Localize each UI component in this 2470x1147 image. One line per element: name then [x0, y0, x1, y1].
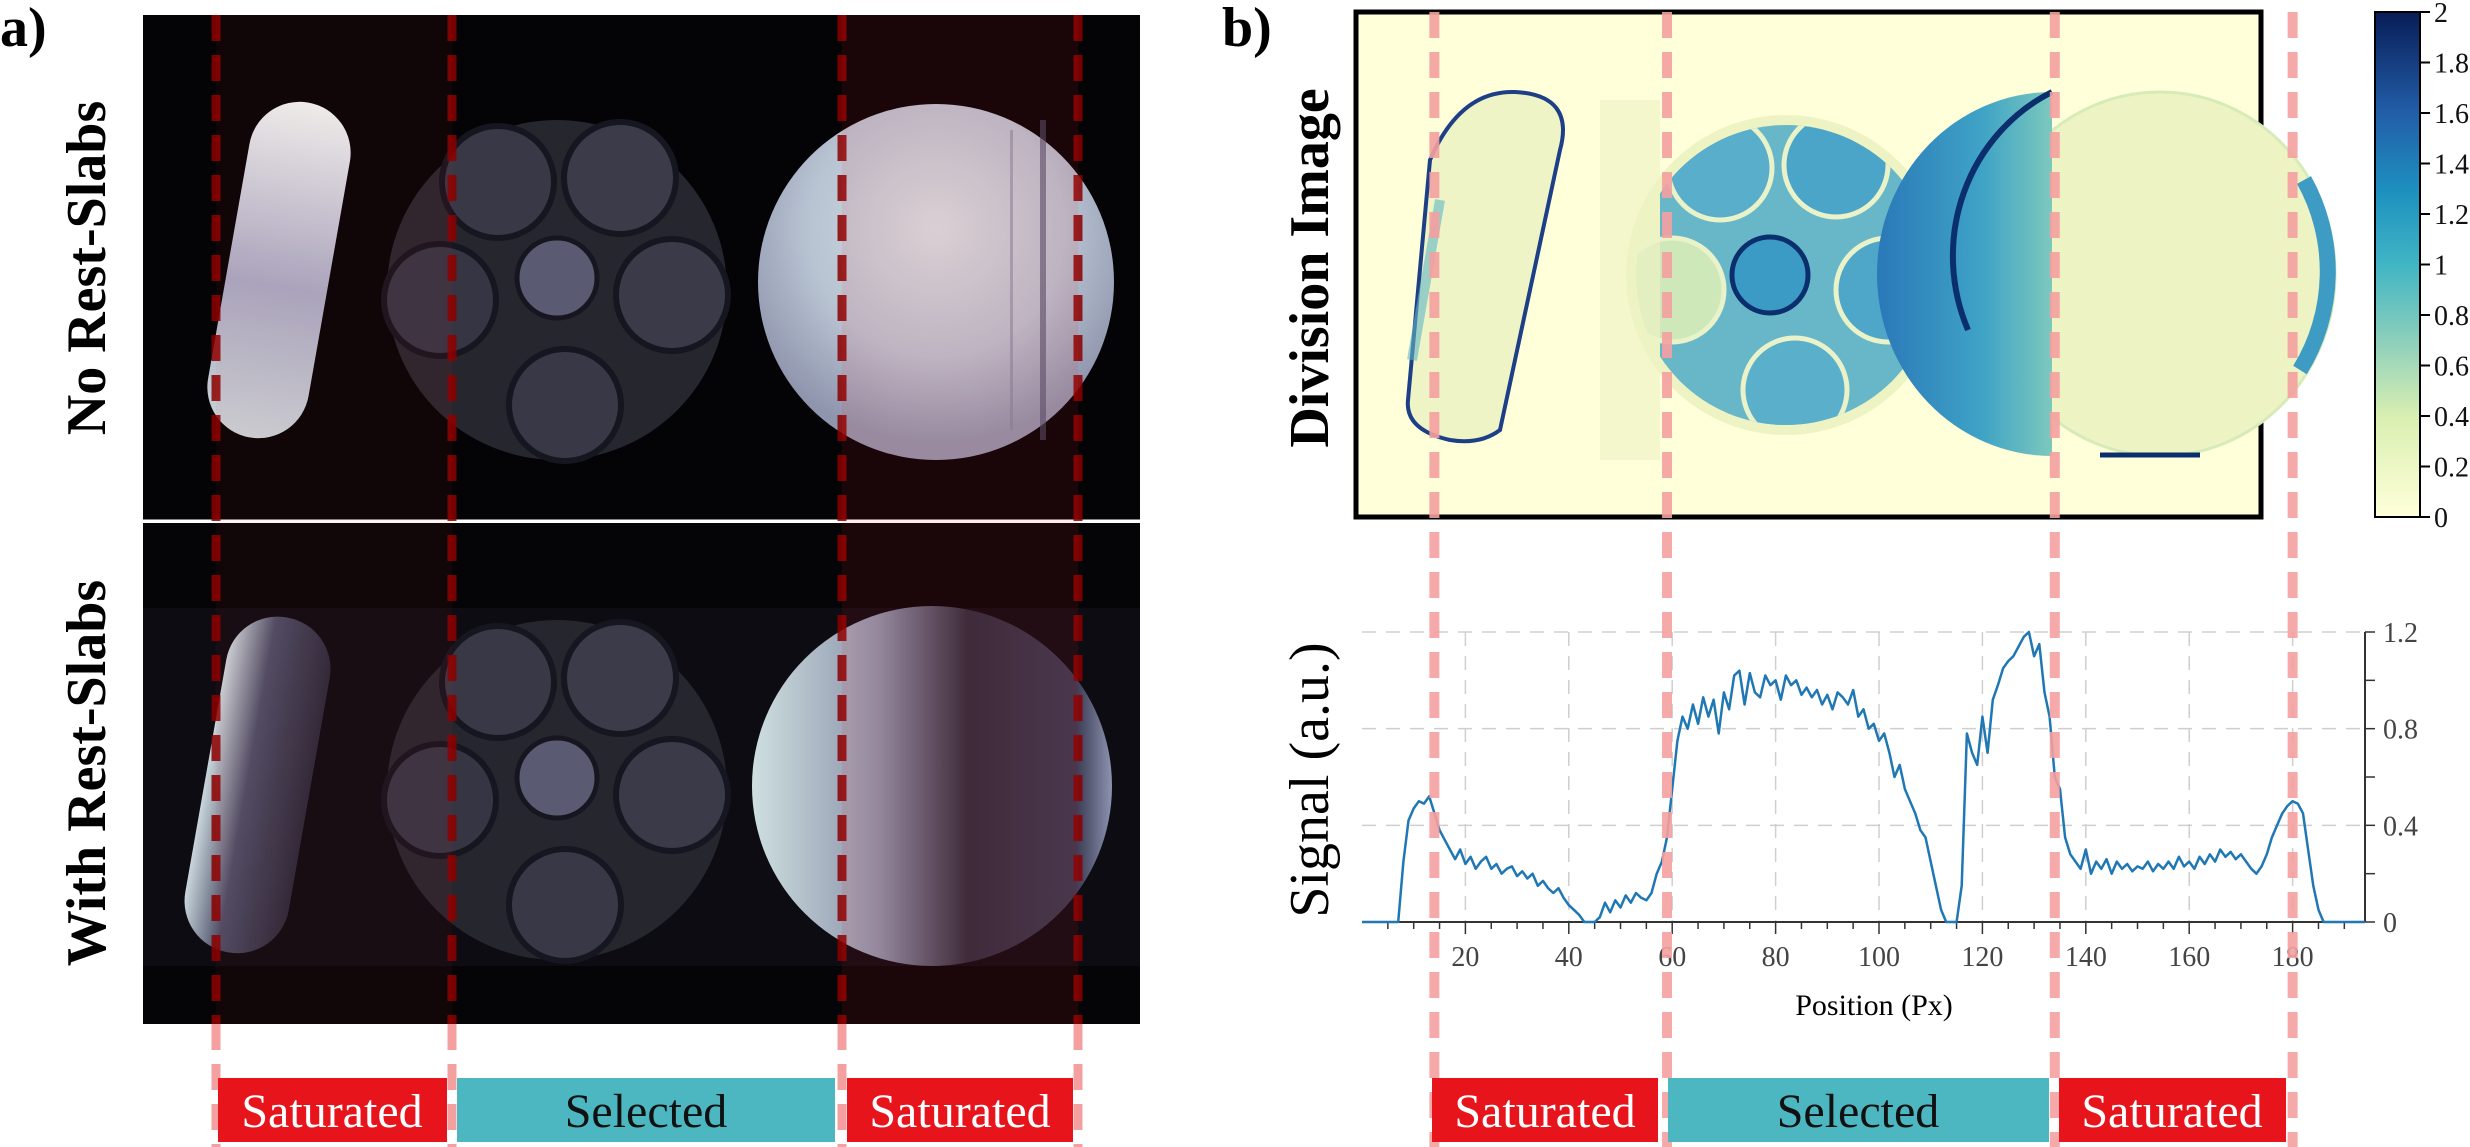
- cbar-tick-label-1: 0.2: [2434, 453, 2469, 484]
- panel-a-top-title: No Rest-Slabs: [56, 101, 118, 435]
- chart-grid: [1362, 631, 2365, 923]
- band-a-saturated-left-label: Saturated: [241, 1085, 422, 1138]
- mri-multi-vial-phantom: [381, 119, 731, 464]
- panel-a-label: a): [0, 0, 47, 59]
- x-tick-label-1: 40: [1555, 942, 1583, 973]
- band-a-saturated-left: [218, 1078, 447, 1142]
- band-b-saturated-left-label: Saturated: [1454, 1085, 1635, 1138]
- cbar-tick-label-5: 1: [2434, 251, 2448, 282]
- colorbar: [2374, 11, 2421, 518]
- x-tick-label-4: 100: [1858, 942, 1900, 973]
- division-image-title: Division Image: [1279, 88, 1341, 447]
- band-b-selected-label: Selected: [1777, 1085, 1940, 1138]
- x-tick-label-3: 80: [1762, 942, 1790, 973]
- signal-line: [1362, 630, 2365, 924]
- mri-multi-vial-phantom-selected: [381, 619, 731, 964]
- band-a-saturated-right-label: Saturated: [869, 1085, 1050, 1138]
- cbar-tick-label-3: 0.6: [2434, 352, 2469, 383]
- y-tick-label-1: 0.4: [2383, 811, 2418, 842]
- mri-large-phantom: [758, 104, 1114, 460]
- cbar-tick-label-6: 1.2: [2434, 200, 2469, 231]
- panel-b-label: b): [1222, 0, 1272, 59]
- x-tick-label-6: 140: [2065, 942, 2107, 973]
- cbar-tick-label-9: 1.8: [2434, 49, 2469, 80]
- x-tick-label-7: 160: [2168, 942, 2210, 973]
- panel-a-markers: [211, 15, 1083, 1147]
- cbar-tick-label-10: 2: [2434, 0, 2448, 29]
- cbar-tick-label-4: 0.8: [2434, 301, 2469, 332]
- division-image-map: [1353, 9, 2337, 520]
- map-multi-vial-phantom: [1600, 100, 1946, 460]
- cbar-tick-label-0: 0: [2434, 503, 2448, 534]
- band-a-selected-label: Selected: [565, 1085, 728, 1138]
- chart-xlabel: Position (Px): [1795, 989, 1953, 1022]
- y-tick-label-3: 1.2: [2383, 618, 2418, 649]
- band-b-selected: [1668, 1078, 2049, 1142]
- band-a-selected: [457, 1078, 835, 1142]
- panel-b-markers: [1429, 12, 2298, 1147]
- chart-ylabel: Signal (a.u.): [1279, 642, 1341, 917]
- band-b-saturated-right: [2059, 1078, 2286, 1142]
- band-a-saturated-right: [847, 1078, 1073, 1142]
- cbar-tick-label-7: 1.4: [2434, 150, 2469, 181]
- signal-chart: Signal (a.u.) Position (Px) 20 40 60 80 100 1…: [1279, 618, 2418, 1022]
- y-tick-label-2: 0.8: [2383, 715, 2418, 746]
- cbar-tick-label-8: 1.6: [2434, 99, 2469, 130]
- y-tick-label-0: 0: [2383, 908, 2397, 939]
- panel-a-bottom-title: With Rest-Slabs: [56, 580, 118, 966]
- mri-capsule-phantom: [207, 101, 351, 439]
- band-b-saturated-right-label: Saturated: [2081, 1085, 2262, 1138]
- map-capsule-phantom: [1405, 89, 1565, 444]
- x-tick-label-5: 120: [1961, 942, 2003, 973]
- x-tick-label-0: 20: [1451, 942, 1479, 973]
- band-b-saturated-left: [1432, 1078, 1658, 1142]
- cbar-tick-label-2: 0.4: [2434, 402, 2469, 433]
- mri-capsule-phantom-saturated: [184, 616, 331, 954]
- chart-axes: 2040608010012014016018000.40.81.2: [1362, 618, 2418, 973]
- colorbar-ticks: 0 0.2 0.4 0.6 0.8 1 1.2 1.4 1.6 1.8 2: [2420, 0, 2469, 534]
- mri-image-no-rest-slabs: [143, 15, 1140, 520]
- map-large-phantom: [1877, 89, 2337, 458]
